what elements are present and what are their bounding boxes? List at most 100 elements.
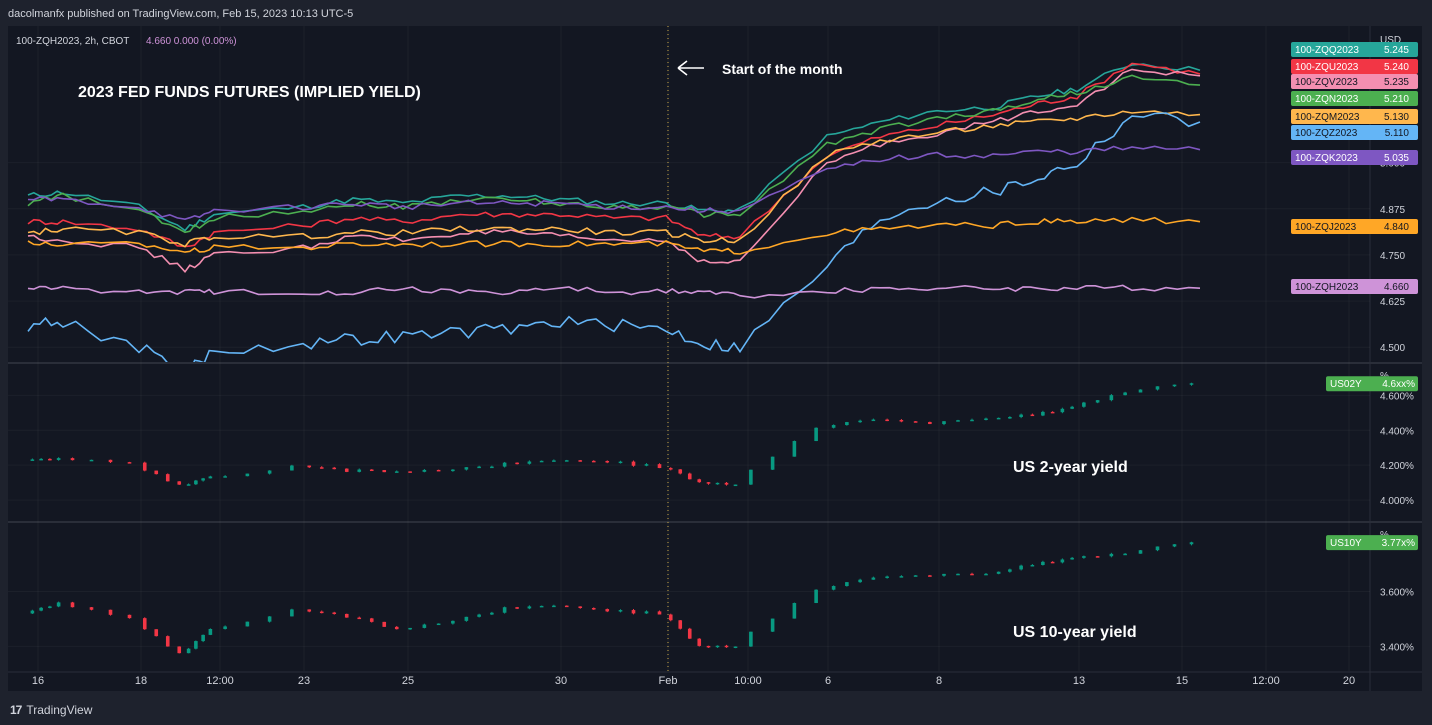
y-tick-label: 4.000% — [1380, 496, 1414, 507]
price-label-value: 4.660 — [1384, 282, 1409, 293]
candle-body — [552, 605, 556, 608]
candle-body — [194, 641, 198, 649]
price-label-value: 5.245 — [1384, 45, 1409, 56]
price-label-100-zqk2023 — [1291, 150, 1418, 165]
candle-body — [223, 476, 227, 478]
candle-body — [657, 464, 662, 469]
candle-body — [1095, 556, 1100, 558]
candle-body — [1060, 559, 1065, 563]
candle-body — [39, 458, 43, 461]
candle-body — [502, 607, 507, 613]
candle-body — [70, 602, 75, 608]
candle-body — [792, 441, 797, 457]
x-tick-label: 12:00 — [1252, 675, 1280, 687]
price-label-value: 5.235 — [1384, 77, 1409, 88]
series-line-100-zqk2023 — [27, 145, 1201, 221]
candle-body — [394, 471, 399, 473]
us10y-badge-symbol: US10Y — [1330, 538, 1362, 549]
candle-body — [724, 482, 729, 485]
candle-body — [984, 573, 988, 576]
candle-body — [267, 616, 272, 622]
tradingview-logo[interactable]: 17 TradingView — [10, 703, 92, 717]
candle-body — [165, 474, 170, 482]
candle-body — [436, 469, 441, 472]
y-tick-label: 4.500 — [1380, 343, 1405, 354]
candle-body — [552, 460, 556, 462]
candle-body — [48, 606, 52, 608]
candle-body — [605, 460, 610, 463]
candle-body — [644, 464, 649, 466]
price-label-value: 5.130 — [1384, 112, 1409, 123]
x-tick-label: Feb — [659, 675, 678, 687]
candle-body — [956, 573, 960, 576]
candle-body — [984, 418, 988, 421]
candle-body — [1109, 395, 1114, 401]
series-line-100-zqm2023 — [27, 110, 1201, 248]
chart-canvas[interactable]: 16 18 12:00 23 25 30 Feb 10:00 6 8 13 15 12:00 20 4.50… — [8, 26, 1422, 691]
candle-body — [678, 469, 683, 474]
candle-body — [631, 610, 636, 614]
candle-body — [290, 465, 294, 471]
candle-body — [591, 608, 596, 610]
price-label-value: 5.240 — [1384, 62, 1409, 73]
candle-body — [687, 628, 692, 639]
us10y-badge-value: 3.77x% — [1382, 538, 1415, 549]
candle-body — [422, 469, 427, 472]
candle-body — [108, 609, 113, 615]
candle-body — [245, 473, 250, 477]
x-tick-label: 25 — [402, 675, 414, 687]
series-line-100-zqh2023 — [27, 284, 1201, 299]
y-tick-label: 4.600% — [1380, 391, 1414, 402]
candle-body — [885, 576, 889, 578]
legend-values: 4.660 0.000 (0.00%) — [146, 36, 237, 47]
candle-body — [1082, 556, 1086, 558]
candle-body — [527, 461, 532, 464]
candle-body — [644, 611, 649, 614]
candle-body — [357, 617, 362, 620]
candle-body — [706, 645, 711, 648]
x-tick-label: 15 — [1176, 675, 1188, 687]
candle-body — [792, 603, 797, 619]
price-label-name: 100-ZQJ2023 — [1295, 222, 1357, 233]
tradingview-logo-icon: 17 — [10, 703, 22, 717]
price-label-name: 100-ZQK2023 — [1295, 153, 1358, 164]
x-tick-label: 6 — [825, 675, 831, 687]
candle-body — [208, 628, 213, 635]
candle-body — [1109, 553, 1114, 557]
candle-body — [422, 624, 427, 628]
candle-body — [733, 484, 738, 487]
candle-body — [527, 606, 532, 609]
candle-body — [515, 607, 519, 609]
candle-body — [344, 468, 349, 472]
price-label-100-zqj2023 — [1291, 219, 1418, 234]
y-tick-label: 4.875 — [1380, 205, 1405, 216]
candle-body — [245, 621, 250, 627]
candle-body — [30, 610, 35, 614]
candle-body — [464, 467, 469, 470]
candle-body — [408, 627, 412, 630]
price-label-100-zqv2023 — [1291, 74, 1418, 89]
y-tick-label: 4.200% — [1380, 461, 1414, 472]
candle-body — [208, 476, 213, 479]
price-label-name: 100-ZQN2023 — [1295, 94, 1359, 105]
candle-body — [165, 636, 170, 647]
candle-body — [70, 458, 75, 461]
series-line-100-zqv2023 — [27, 68, 1201, 274]
candle-body — [618, 610, 623, 612]
candle-body — [564, 460, 569, 462]
candle-body — [1019, 565, 1023, 570]
candle-body — [319, 467, 324, 469]
x-tick-label: 23 — [298, 675, 310, 687]
candle-body — [142, 462, 147, 471]
candle-body — [1070, 406, 1074, 409]
candle-body — [687, 473, 692, 480]
candle-body — [657, 611, 662, 615]
candle-body — [913, 421, 918, 423]
candle-body — [177, 481, 182, 485]
price-label-name: 100-ZQM2023 — [1295, 112, 1360, 123]
candle-body — [814, 427, 818, 442]
candle-body — [1050, 411, 1055, 414]
candle-body — [502, 462, 507, 467]
candle-body — [733, 646, 738, 649]
candle-body — [267, 470, 272, 474]
